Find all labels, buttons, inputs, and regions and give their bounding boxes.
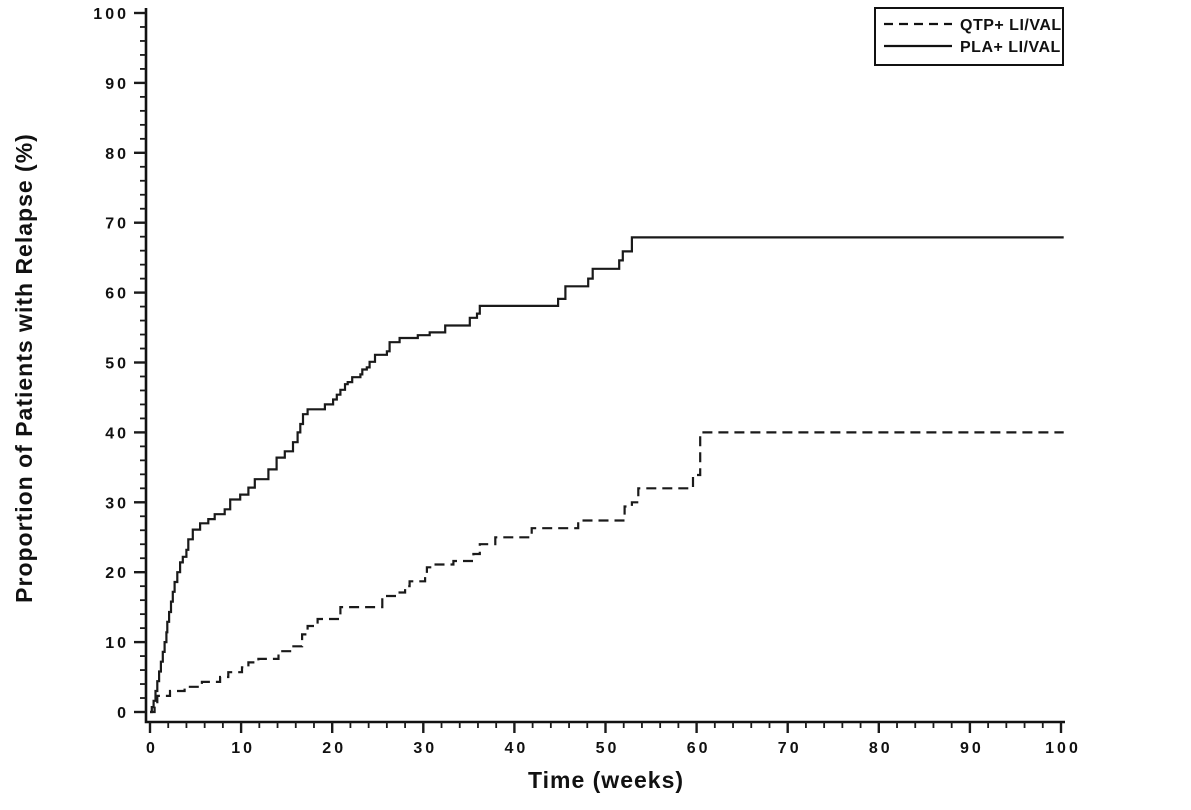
x-tick-label: 30 — [413, 740, 437, 757]
x-tick-label: 20 — [322, 740, 346, 757]
x-tick-label: 80 — [869, 740, 893, 757]
y-tick-label: 100 — [93, 6, 129, 23]
y-tick-label: 60 — [105, 286, 129, 303]
x-tick-label: 50 — [596, 740, 620, 757]
series-qtp-li-val-line — [150, 431, 1064, 714]
y-tick-label: 10 — [105, 635, 129, 652]
y-tick-label: 20 — [105, 565, 129, 582]
y-tick-label: 40 — [105, 425, 129, 442]
x-tick-label: 40 — [505, 740, 529, 757]
axis-lines — [144, 8, 1065, 724]
y-tick-label: 80 — [105, 146, 129, 163]
x-tick-label: 0 — [146, 740, 158, 757]
y-tick-label: 70 — [105, 216, 129, 233]
legend-label-qtp: QTP+ LI/VAL — [960, 17, 1062, 34]
x-tick-label: 70 — [778, 740, 802, 757]
y-tick-label: 0 — [117, 705, 129, 722]
series-pla-li-val-line — [150, 236, 1064, 714]
x-tick-label: 60 — [687, 740, 711, 757]
axes — [144, 8, 1065, 724]
y-tick-label: 30 — [105, 495, 129, 512]
y-tick-label: 50 — [105, 356, 129, 373]
x-axis-title: Time (weeks) — [528, 767, 684, 793]
x-axis-ticks: 0 10 20 30 40 50 60 70 80 90 100 — [146, 722, 1081, 757]
chart-curves — [150, 236, 1064, 714]
y-axis-ticks: 0 10 20 30 40 50 60 70 80 90 100 — [93, 6, 146, 722]
legend-box — [874, 7, 1064, 66]
y-axis-title: Proportion of Patients with Relapse (%) — [11, 133, 37, 603]
x-tick-label: 90 — [960, 740, 984, 757]
x-tick-label: 100 — [1045, 740, 1081, 757]
x-tick-label: 10 — [231, 740, 255, 757]
y-tick-label: 90 — [105, 76, 129, 93]
legend-label-pla: PLA+ LI/VAL — [960, 39, 1061, 56]
legend: QTP+ LI/VAL PLA+ LI/VAL — [874, 7, 1064, 66]
